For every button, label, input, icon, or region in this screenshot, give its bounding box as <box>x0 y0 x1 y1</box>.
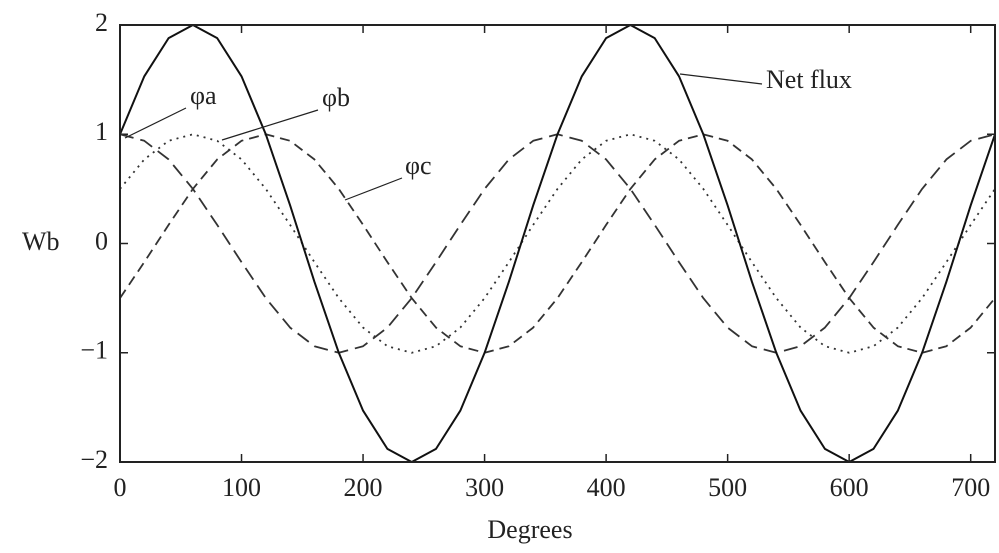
series-label: φb <box>322 83 350 112</box>
y-axis-label: Wb <box>22 227 60 256</box>
y-tick-label: −2 <box>80 445 108 474</box>
y-tick-label: −1 <box>80 336 108 365</box>
x-tick-label: 400 <box>587 473 626 502</box>
x-tick-label: 700 <box>951 473 990 502</box>
x-axis-label: Degrees <box>487 515 572 544</box>
y-tick-label: 0 <box>95 226 108 255</box>
series-label: φa <box>190 81 217 110</box>
annotation-leader <box>124 107 187 139</box>
y-tick-label: 2 <box>95 8 108 37</box>
annotation-leader <box>344 177 403 201</box>
series-line <box>119 24 996 463</box>
plot-frame <box>119 24 996 463</box>
x-tick-label: 600 <box>830 473 869 502</box>
y-tick-label: 1 <box>95 117 108 146</box>
annotation-leader <box>221 109 319 141</box>
x-tick-label: 500 <box>708 473 747 502</box>
series-line <box>119 133 996 354</box>
series-label: Net flux <box>766 65 852 94</box>
annotation-leader <box>679 73 763 85</box>
x-tick-label: 0 <box>114 473 127 502</box>
series-label: φc <box>405 151 432 180</box>
series-line <box>119 133 996 354</box>
x-tick-label: 100 <box>222 473 261 502</box>
x-tick-label: 300 <box>465 473 504 502</box>
x-tick-label: 200 <box>344 473 383 502</box>
series-line <box>119 133 996 354</box>
